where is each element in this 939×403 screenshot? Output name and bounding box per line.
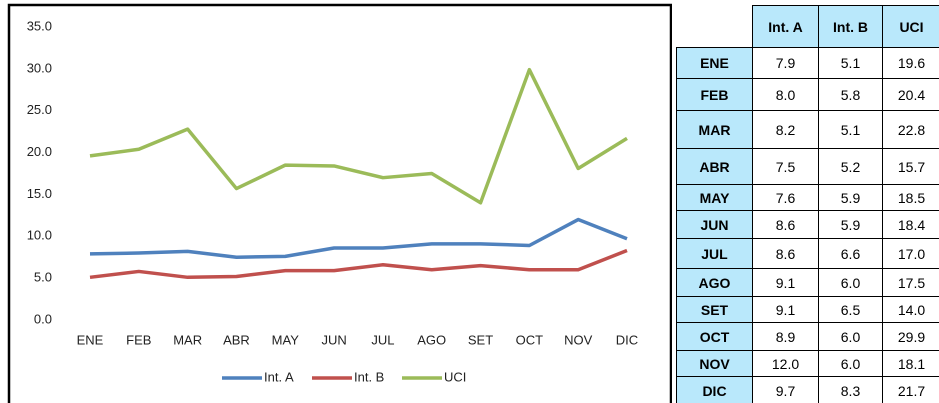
table-cell: 5.9	[818, 210, 883, 239]
x-tick-label: ABR	[223, 332, 250, 347]
row-header: SET	[676, 296, 753, 323]
y-tick-label: 15.0	[27, 186, 52, 201]
table-cell: 29.9	[882, 322, 939, 351]
table-cell: 9.7	[752, 376, 819, 403]
table-cell: 19.6	[882, 47, 939, 79]
row-header: DIC	[676, 376, 753, 403]
x-tick-label: ENE	[77, 332, 104, 347]
row-header: ABR	[676, 148, 753, 185]
y-tick-label: 0.0	[34, 311, 52, 326]
table-cell: 8.6	[752, 238, 819, 269]
legend-label: Int. B	[354, 369, 384, 384]
table-cell: 17.5	[882, 268, 939, 297]
y-tick-label: 10.0	[27, 228, 52, 243]
chart-frame	[7, 3, 672, 403]
row-header: OCT	[676, 322, 753, 351]
series-line	[89, 248, 628, 280]
x-tick-label: MAY	[272, 332, 300, 347]
y-tick-label: 35.0	[27, 18, 52, 33]
table-cell: 8.3	[818, 376, 883, 403]
x-tick-label: JUL	[371, 332, 394, 347]
table-cell: 6.0	[818, 322, 883, 351]
row-header: NOV	[676, 350, 753, 377]
x-tick-label: FEB	[126, 332, 151, 347]
row-header: MAY	[676, 184, 753, 211]
legend-label: Int. A	[264, 369, 294, 384]
row-header: JUN	[676, 210, 753, 239]
table-cell: 7.9	[752, 47, 819, 79]
table-cell: 5.1	[818, 47, 883, 79]
legend-label: UCI	[444, 369, 466, 384]
row-header: ENE	[676, 47, 753, 79]
table-cell: 12.0	[752, 350, 819, 377]
x-tick-label: NOV	[564, 332, 593, 347]
table-cell: 22.8	[882, 110, 939, 149]
table-cell: 6.0	[818, 268, 883, 297]
y-tick-label: 20.0	[27, 144, 52, 159]
row-header: JUL	[676, 238, 753, 269]
row-header: AGO	[676, 268, 753, 297]
series-line	[89, 67, 628, 205]
table-cell: 9.1	[752, 296, 819, 323]
table-cell: 18.1	[882, 350, 939, 377]
x-tick-label: OCT	[516, 332, 544, 347]
x-tick-label: AGO	[417, 332, 446, 347]
table-cell: 14.0	[882, 296, 939, 323]
column-header: UCI	[882, 5, 939, 48]
column-header: Int. B	[818, 5, 883, 48]
x-tick-label: JUN	[321, 332, 346, 347]
table-cell: 15.7	[882, 148, 939, 185]
table-cell: 18.4	[882, 210, 939, 239]
table-cell: 5.2	[818, 148, 883, 185]
column-header: Int. A	[752, 5, 819, 48]
table-cell: 8.0	[752, 78, 819, 111]
table-cell: 9.1	[752, 268, 819, 297]
table-cell: 5.9	[818, 184, 883, 211]
table-cell: 5.8	[818, 78, 883, 111]
table-cell: 21.7	[882, 376, 939, 403]
table-cell: 8.9	[752, 322, 819, 351]
table-cell: 7.6	[752, 184, 819, 211]
chart: 0.0 5.0 10.0 15.0 20.0 25.0 30.0 35.0 ENE FEB MAR A…	[7, 3, 672, 403]
table-cell: 18.5	[882, 184, 939, 211]
table-cell: 8.2	[752, 110, 819, 149]
row-header: FEB	[676, 78, 753, 111]
x-tick-label: SET	[468, 332, 493, 347]
y-tick-label: 30.0	[27, 60, 52, 75]
table-cell: 20.4	[882, 78, 939, 111]
table-cell: 6.6	[818, 238, 883, 269]
row-header: MAR	[676, 110, 753, 149]
series-line	[89, 217, 628, 259]
table-cell: 6.0	[818, 350, 883, 377]
x-tick-label: MAR	[173, 332, 202, 347]
y-tick-label: 25.0	[27, 102, 52, 117]
y-tick-label: 5.0	[34, 270, 52, 285]
x-tick-label: DIC	[616, 332, 638, 347]
table-cell: 8.6	[752, 210, 819, 239]
table-cell: 5.1	[818, 110, 883, 149]
table-cell: 17.0	[882, 238, 939, 269]
table-cell: 6.5	[818, 296, 883, 323]
table-cell: 7.5	[752, 148, 819, 185]
